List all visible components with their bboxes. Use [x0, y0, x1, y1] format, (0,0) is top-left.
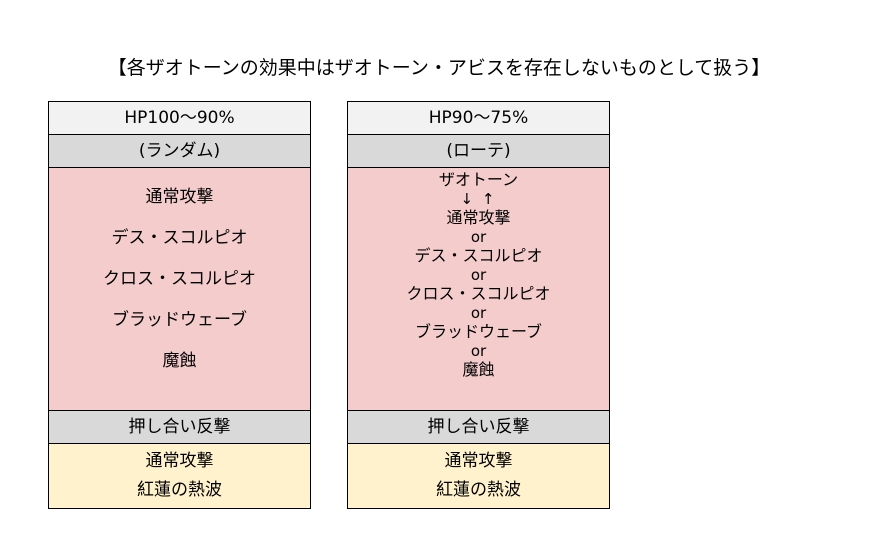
counter-action-box: 通常攻撃 紅蓮の熱波: [348, 444, 609, 508]
rotation-item: ブラッドウェーブ: [414, 322, 543, 341]
counter-action-item: 紅蓮の熱波: [436, 480, 521, 500]
or-separator: or: [470, 342, 487, 360]
counter-action-box: 通常攻撃 紅蓮の熱波: [49, 444, 310, 508]
or-separator: or: [470, 304, 487, 322]
action-list-box: 通常攻撃 デス・スコルピオ クロス・スコルピオ ブラッドウェーブ 魔蝕: [49, 168, 310, 411]
action-item: ブラッドウェーブ: [112, 310, 247, 330]
phase-column-hp90-75: HP90〜75% (ローテ) ザオトーン ↓ ↑ 通常攻撃 or デス・スコルピ…: [347, 101, 610, 509]
rotation-item: 通常攻撃: [446, 208, 511, 227]
counter-action-item: 紅蓮の熱波: [137, 480, 222, 500]
counter-action-item: 通常攻撃: [444, 451, 513, 471]
action-item: 通常攻撃: [145, 187, 214, 207]
counter-action-item: 通常攻撃: [145, 451, 214, 471]
action-mode-label: (ローテ): [348, 135, 609, 168]
or-separator: or: [470, 228, 487, 246]
action-mode-label: (ランダム): [49, 135, 310, 168]
rotation-item: クロス・スコルピオ: [406, 284, 551, 303]
action-item: デス・スコルピオ: [111, 228, 248, 248]
action-item: クロス・スコルピオ: [103, 269, 256, 289]
counter-label: 押し合い反撃: [348, 411, 609, 444]
hp-range-header: HP90〜75%: [348, 102, 609, 135]
hp-range-header: HP100〜90%: [49, 102, 310, 135]
rotation-arrows-icon: ↓ ↑: [460, 190, 497, 208]
rotation-item: 魔蝕: [462, 360, 495, 379]
rotation-box: ザオトーン ↓ ↑ 通常攻撃 or デス・スコルピオ or クロス・スコルピオ …: [348, 168, 609, 411]
counter-label: 押し合い反撃: [49, 411, 310, 444]
action-item: 魔蝕: [162, 351, 197, 371]
or-separator: or: [470, 266, 487, 284]
phase-column-hp100-90: HP100〜90% (ランダム) 通常攻撃 デス・スコルピオ クロス・スコルピオ…: [48, 101, 311, 509]
rotation-item: デス・スコルピオ: [414, 246, 543, 265]
diagram-heading: 【各ザオトーンの効果中はザオトーン・アビスを存在しないものとして扱う】: [107, 57, 771, 79]
rotation-first-item: ザオトーン: [438, 170, 519, 189]
